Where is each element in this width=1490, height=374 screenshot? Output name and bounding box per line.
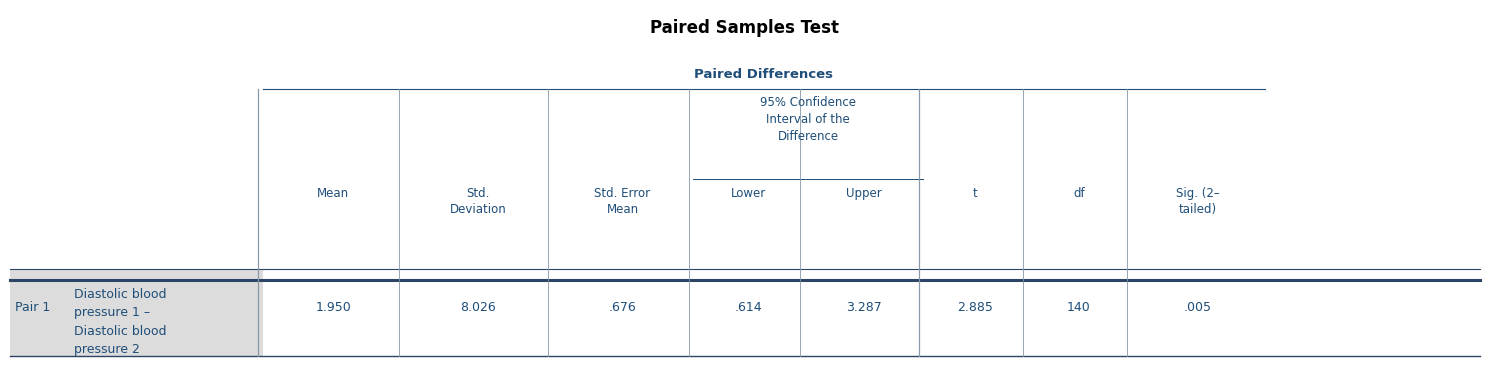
Text: Lower: Lower bbox=[732, 187, 766, 200]
Text: Std. Error
Mean: Std. Error Mean bbox=[595, 187, 651, 216]
Text: df: df bbox=[1073, 187, 1085, 200]
Text: 3.287: 3.287 bbox=[846, 301, 882, 314]
Text: .614: .614 bbox=[735, 301, 763, 314]
Text: t: t bbox=[973, 187, 977, 200]
Text: .676: .676 bbox=[608, 301, 636, 314]
Text: Pair 1: Pair 1 bbox=[15, 301, 51, 314]
Text: Std.
Deviation: Std. Deviation bbox=[450, 187, 507, 216]
Text: Mean: Mean bbox=[317, 187, 349, 200]
Text: 2.885: 2.885 bbox=[957, 301, 992, 314]
Text: 8.026: 8.026 bbox=[460, 301, 496, 314]
Text: Sig. (2–
tailed): Sig. (2– tailed) bbox=[1176, 187, 1220, 216]
Text: Upper: Upper bbox=[846, 187, 882, 200]
Text: 1.950: 1.950 bbox=[316, 301, 352, 314]
Text: .005: .005 bbox=[1183, 301, 1211, 314]
Text: Paired Differences: Paired Differences bbox=[694, 68, 833, 81]
Text: 95% Confidence
Interval of the
Difference: 95% Confidence Interval of the Differenc… bbox=[760, 96, 857, 144]
Text: Diastolic blood
pressure 1 –
Diastolic blood
pressure 2: Diastolic blood pressure 1 – Diastolic b… bbox=[74, 288, 167, 356]
Text: Paired Samples Test: Paired Samples Test bbox=[651, 19, 839, 37]
Bar bbox=[10, 270, 262, 356]
Text: 140: 140 bbox=[1067, 301, 1091, 314]
